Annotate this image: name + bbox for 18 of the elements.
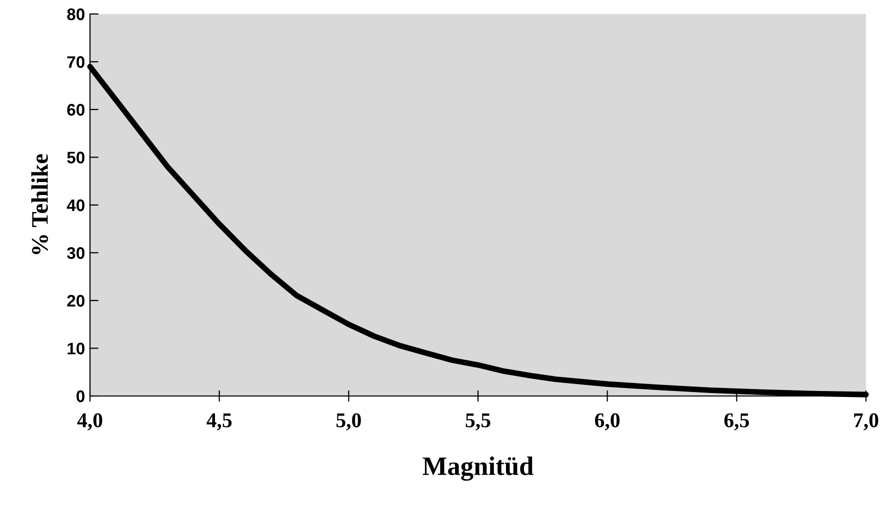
y-tick-label: 80 — [67, 8, 84, 20]
y-tick-label: 10 — [68, 342, 84, 354]
y-tick-label: 50 — [67, 152, 84, 164]
x-tick-label: 7,0 — [854, 413, 878, 430]
y-tick-label: 0 — [76, 390, 84, 402]
x-tick-label: 4,0 — [77, 413, 102, 430]
y-tick-label: 40 — [66, 199, 84, 212]
x-tick-label: 6,5 — [724, 413, 749, 430]
y-tick-label: 60 — [67, 104, 84, 116]
y-tick-label: 20 — [67, 294, 84, 307]
x-tick-label: 5,5 — [466, 413, 490, 430]
y-tick-label: 70 — [67, 56, 84, 68]
x-axis-title: Magnitüd — [422, 456, 534, 481]
y-axis-title: % Tehlike — [31, 154, 48, 254]
y-tick-label: 30 — [66, 247, 84, 259]
x-tick-label: 5,0 — [336, 413, 361, 430]
x-tick-label: 6,0 — [595, 413, 620, 430]
x-tick-label: 4,5 — [206, 413, 232, 430]
